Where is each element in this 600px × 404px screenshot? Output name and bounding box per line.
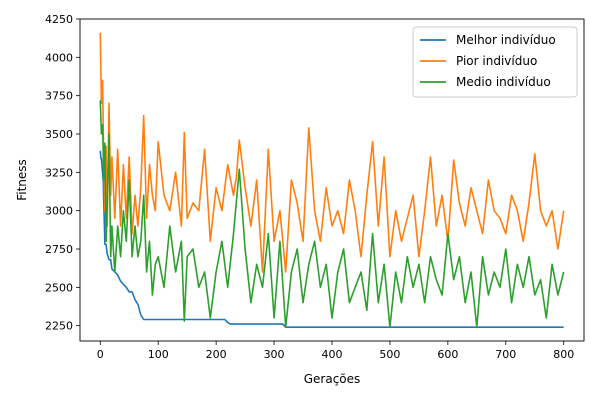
x-tick-label: 600 [437,348,458,361]
x-tick-label: 0 [97,348,104,361]
y-tick-label: 3750 [45,90,73,103]
y-tick-label: 2500 [45,281,73,294]
y-tick-label: 3500 [45,128,73,141]
y-tick-label: 4250 [45,13,73,26]
x-tick-label: 200 [206,348,227,361]
legend-label: Melhor indivíduo [456,33,556,47]
x-tick-label: 300 [264,348,285,361]
series-layer [99,32,565,329]
x-tick-label: 400 [322,348,343,361]
series-line-0 [99,150,564,329]
y-tick-label: 2250 [45,320,73,333]
y-tick-label: 3250 [45,166,73,179]
y-tick-label: 2750 [45,243,73,256]
x-tick-label: 800 [553,348,574,361]
legend-box [412,26,578,98]
x-tick-label: 700 [495,348,516,361]
x-axis: 0 100 200 300 400 500 600 700 800 [97,341,574,361]
series-line-2 [99,100,565,329]
legend-label: Pior indivíduo [456,54,537,68]
series-line-1 [99,32,565,273]
legend-label: Medio indivíduo [456,75,551,89]
legend: Melhor indivíduo Pior indivíduo Medio indi… [412,26,578,98]
x-axis-label: Gerações [304,372,361,386]
x-tick-label: 100 [148,348,169,361]
y-axis: 2250 2500 2750 3000 3250 3500 3750 4000 4250 [45,13,80,333]
y-axis-label: Fitness [15,159,29,201]
y-tick-label: 3000 [45,205,73,218]
x-tick-label: 500 [379,348,400,361]
y-tick-label: 4000 [45,51,73,64]
